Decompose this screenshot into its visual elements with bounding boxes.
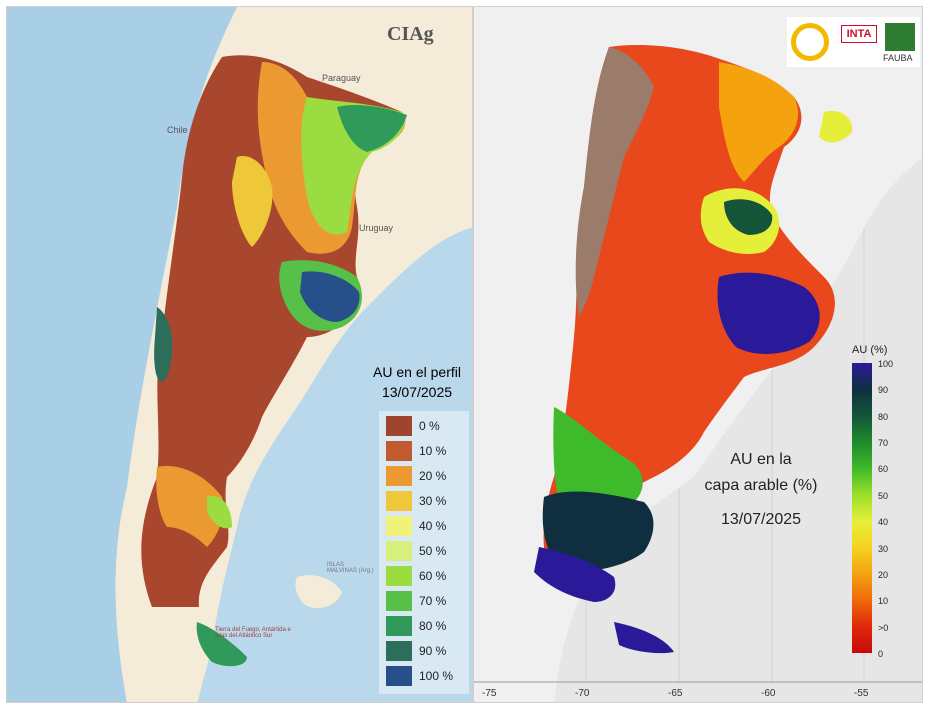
legend-label: 100 % bbox=[419, 669, 454, 683]
left-map-canvas bbox=[7, 7, 472, 702]
legend-item: 20 % bbox=[386, 464, 466, 486]
right-map-title-line2: capa arable (%) bbox=[704, 477, 818, 494]
partner-logos: INTA FAUBA bbox=[787, 17, 920, 67]
x-axis-tick-label: -60 bbox=[761, 688, 776, 699]
region-tierra-del-fuego bbox=[196, 622, 247, 667]
malvinas-label: ISLAS MALVINAS (Arg.) bbox=[327, 562, 374, 574]
region-100pct bbox=[300, 271, 360, 322]
legend-label: 50 % bbox=[419, 544, 447, 558]
colorbar-tick-label: 70 bbox=[878, 438, 889, 449]
colorbar-tick-label: 90 bbox=[878, 385, 889, 396]
fauba-label: FAUBA bbox=[883, 53, 913, 63]
x-axis-tick-label: -75 bbox=[482, 688, 497, 699]
right-map-title: AU en la capa arable (%) bbox=[686, 447, 836, 499]
legend-label: 0 % bbox=[419, 419, 440, 433]
pacific-ocean bbox=[7, 7, 237, 702]
region-100pct-east bbox=[717, 272, 820, 354]
legend-swatch bbox=[386, 566, 412, 586]
region-80pct-center bbox=[724, 199, 773, 235]
colorbar-tick-label: 10 bbox=[878, 596, 889, 607]
legend-item: 60 % bbox=[386, 564, 466, 586]
x-axis-tick-label: -55 bbox=[854, 688, 869, 699]
legend-swatch bbox=[386, 591, 412, 611]
region-90pct-west bbox=[154, 307, 173, 382]
legend-item: 50 % bbox=[386, 539, 466, 561]
colorbar-title: AU (%) bbox=[852, 344, 888, 356]
ciag-logo: CIAg bbox=[387, 23, 434, 45]
malvinas-islands bbox=[295, 575, 342, 609]
region-100pct-south bbox=[534, 547, 616, 602]
legend-swatch bbox=[386, 541, 412, 561]
legend-label: 20 % bbox=[419, 469, 447, 483]
region-40pct-northeast bbox=[819, 110, 853, 143]
fauba-logo-icon bbox=[885, 23, 915, 51]
legend-swatch bbox=[386, 441, 412, 461]
legend-label: 10 % bbox=[419, 444, 447, 458]
tierra-label: Tierra del Fuego, Antártida e Islas del … bbox=[215, 627, 291, 639]
inta-logo: INTA bbox=[841, 25, 877, 43]
legend-label: 60 % bbox=[419, 569, 447, 583]
region-90pct-south bbox=[542, 491, 654, 572]
paraguay-label: Paraguay bbox=[322, 73, 361, 83]
legend-swatch bbox=[386, 666, 412, 686]
legend-label: 80 % bbox=[419, 619, 447, 633]
legend-item: 30 % bbox=[386, 489, 466, 511]
legend-swatch bbox=[386, 516, 412, 536]
colorbar-tick-label: 80 bbox=[878, 411, 889, 422]
colorbar-tick-label: 100 bbox=[878, 359, 894, 369]
andes-no-data bbox=[575, 47, 654, 317]
legend-item: 10 % bbox=[386, 439, 466, 461]
uruguay-label: Uruguay bbox=[359, 223, 394, 233]
legend-label: 90 % bbox=[419, 644, 447, 658]
x-axis-tick-label: -65 bbox=[668, 688, 683, 699]
colorbar-tick-label: 0 bbox=[878, 649, 884, 659]
legend-date: 13/07/2025 bbox=[381, 384, 453, 400]
legend-swatch bbox=[386, 491, 412, 511]
colorbar bbox=[852, 363, 872, 653]
region-20pct-north bbox=[719, 62, 799, 182]
region-80pct-north bbox=[337, 104, 407, 152]
x-axis-tick-label: -70 bbox=[575, 688, 590, 699]
legend-item: 40 % bbox=[386, 514, 466, 536]
legend-item: 90 % bbox=[386, 639, 466, 661]
left-map-panel: Paraguay Chile Uruguay ISLAS MALVINAS (A… bbox=[6, 6, 473, 703]
colorbar-tick-label: >0 bbox=[878, 622, 889, 633]
legend-label: 70 % bbox=[419, 594, 447, 608]
colorbar-tick-label: 30 bbox=[878, 543, 889, 554]
legend-item: 80 % bbox=[386, 614, 466, 636]
legend-item: 100 % bbox=[386, 664, 466, 686]
colorbar-tick-label: 60 bbox=[878, 464, 889, 475]
colorbar-tick-label: 40 bbox=[878, 517, 889, 528]
right-map-canvas bbox=[474, 7, 922, 702]
legend-swatch bbox=[386, 616, 412, 636]
legend-swatch bbox=[386, 641, 412, 661]
chile-label: Chile bbox=[167, 125, 188, 135]
colorbar-tick-label: 50 bbox=[878, 490, 889, 501]
right-map-panel: INTA FAUBA AU en la capa arable (%) 13/0… bbox=[473, 6, 923, 703]
right-map-date: 13/07/2025 bbox=[720, 511, 802, 528]
region-tierra-del-fuego-right bbox=[614, 622, 674, 654]
legend-item: 0 % bbox=[386, 414, 466, 436]
legend-title: AU en el perfil bbox=[373, 364, 461, 380]
legend-item: 70 % bbox=[386, 589, 466, 611]
legend-swatch bbox=[386, 416, 412, 436]
legend-label: 40 % bbox=[419, 519, 447, 533]
region-60pct-south bbox=[207, 496, 232, 529]
region-20pct-south bbox=[156, 466, 224, 547]
right-map-title-line1: AU en la bbox=[730, 451, 792, 468]
region-30pct bbox=[232, 156, 273, 247]
legend-label: 30 % bbox=[419, 494, 447, 508]
orange-circle-logo-icon bbox=[791, 23, 829, 61]
legend-swatch bbox=[386, 466, 412, 486]
colorbar-tick-label: 20 bbox=[878, 569, 889, 580]
